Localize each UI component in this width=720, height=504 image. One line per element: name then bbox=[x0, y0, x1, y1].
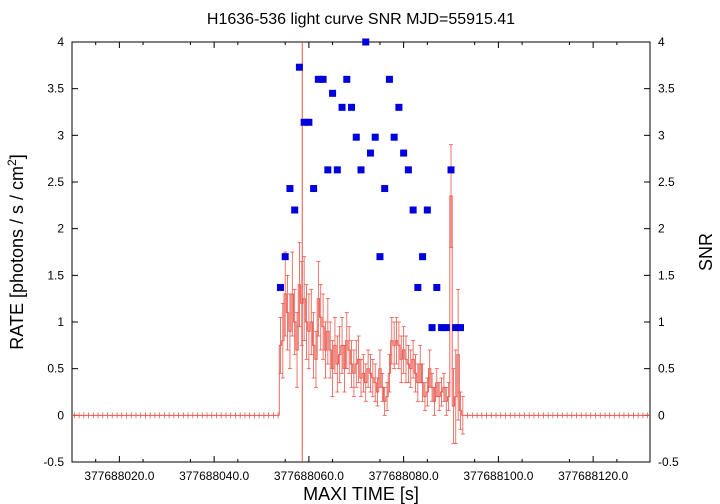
snr-point bbox=[423, 206, 431, 214]
y-tick-label: 1 bbox=[57, 315, 64, 329]
snr-point bbox=[390, 133, 398, 141]
y2-tick-label: 2.5 bbox=[658, 175, 675, 189]
y-tick-label: 0 bbox=[57, 408, 64, 422]
snr-point bbox=[419, 253, 427, 261]
y2-tick-label: 4 bbox=[658, 35, 665, 49]
snr-point bbox=[300, 118, 308, 126]
snr-point bbox=[291, 206, 299, 214]
tick-labels: -0.5 -0.5 0 0 0.5 0.5 1 1 1.5 1.5 2 2 2.5 2.5 3 3 3.5 3.5… bbox=[43, 35, 679, 483]
y-tick-label: 1.5 bbox=[47, 268, 64, 282]
y2-axis-title: SNR bbox=[696, 233, 716, 271]
y2-tick-label: 3 bbox=[658, 128, 665, 142]
y2-tick-label: -0.5 bbox=[658, 455, 679, 469]
y-tick-label: 0.5 bbox=[47, 362, 64, 376]
y-tick-label: 3 bbox=[57, 128, 64, 142]
x-tick-label: 377688100.0 bbox=[463, 469, 533, 483]
snr-point bbox=[447, 166, 455, 174]
y-tick-label: 2.5 bbox=[47, 175, 64, 189]
snr-point bbox=[314, 75, 322, 83]
snr-point bbox=[305, 118, 313, 126]
y-tick-label: 2 bbox=[57, 222, 64, 236]
y-axis-title-sup: 2 bbox=[5, 159, 19, 166]
x-tick-label: 377688060.0 bbox=[274, 469, 344, 483]
snr-point bbox=[395, 103, 403, 111]
y2-tick-label: 1.5 bbox=[658, 268, 675, 282]
snr-point bbox=[452, 324, 460, 332]
y-tick-label: -0.5 bbox=[43, 455, 64, 469]
snr-point bbox=[428, 324, 436, 332]
snr-point bbox=[438, 324, 446, 332]
snr-point bbox=[400, 149, 408, 157]
plot-frame bbox=[71, 41, 651, 463]
snr-point bbox=[281, 253, 289, 261]
snr-point bbox=[319, 75, 327, 83]
snr-point bbox=[310, 185, 318, 193]
y-tick-label: 3.5 bbox=[47, 82, 64, 96]
snr-point bbox=[433, 283, 441, 291]
snr-point bbox=[366, 149, 374, 157]
y-axis-title-main: RATE [photons / s / cm bbox=[7, 166, 27, 350]
snr-point bbox=[385, 75, 393, 83]
snr-series bbox=[276, 38, 464, 332]
x-tick-label: 377688040.0 bbox=[179, 469, 249, 483]
y-axis-title: RATE [photons / s / cm2] bbox=[5, 154, 27, 349]
snr-point bbox=[404, 166, 412, 174]
y-axis-title-close: ] bbox=[7, 154, 27, 159]
y2-tick-label: 0.5 bbox=[658, 362, 675, 376]
snr-point bbox=[276, 283, 284, 291]
y2-tick-label: 0 bbox=[658, 408, 665, 422]
y2-tick-label: 1 bbox=[658, 315, 665, 329]
snr-point bbox=[456, 324, 464, 332]
snr-point bbox=[348, 103, 356, 111]
y2-tick-label: 2 bbox=[658, 222, 665, 236]
snr-point bbox=[357, 166, 365, 174]
snr-point bbox=[295, 63, 303, 71]
snr-point bbox=[329, 89, 337, 97]
x-tick-label: 377688120.0 bbox=[558, 469, 628, 483]
x-tick-label: 377688020.0 bbox=[84, 469, 154, 483]
snr-point bbox=[352, 133, 360, 141]
snr-point bbox=[333, 166, 341, 174]
snr-point bbox=[409, 206, 417, 214]
x-tick-label: 377688080.0 bbox=[369, 469, 439, 483]
y2-tick-label: 3.5 bbox=[658, 82, 675, 96]
snr-point bbox=[414, 283, 422, 291]
rate-series bbox=[72, 144, 650, 444]
y-tick-label: 4 bbox=[57, 35, 64, 49]
x-axis-title: MAXI TIME [s] bbox=[303, 484, 419, 504]
rate-step-line bbox=[278, 195, 465, 416]
snr-point bbox=[324, 166, 332, 174]
snr-point bbox=[381, 185, 389, 193]
snr-point bbox=[343, 75, 351, 83]
snr-point bbox=[376, 253, 384, 261]
snr-point bbox=[338, 103, 346, 111]
axis-ticks bbox=[72, 41, 650, 463]
snr-point bbox=[442, 324, 450, 332]
snr-point bbox=[371, 133, 379, 141]
snr-point bbox=[286, 185, 294, 193]
chart-title: H1636-536 light curve SNR MJD=55915.41 bbox=[207, 11, 515, 28]
snr-point bbox=[362, 38, 370, 46]
